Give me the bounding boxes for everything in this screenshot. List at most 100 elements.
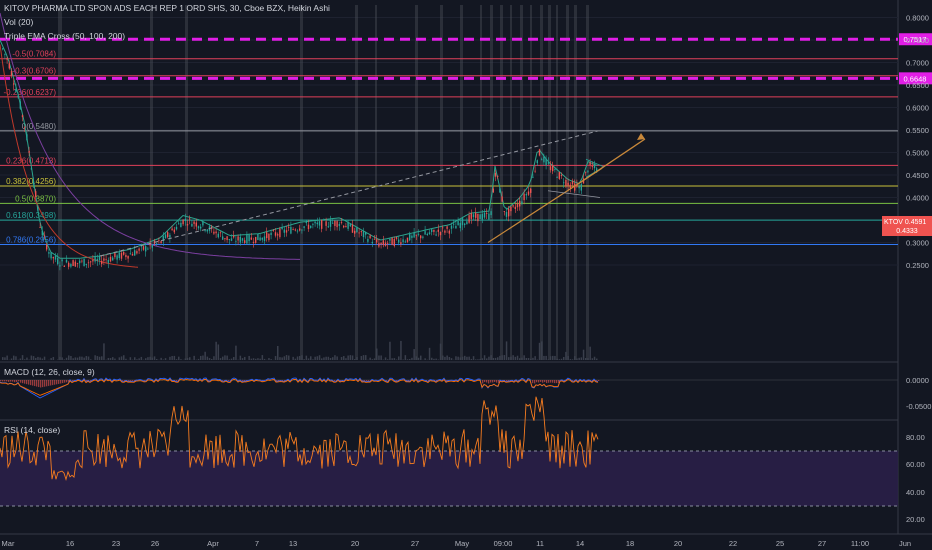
candle-body xyxy=(17,95,19,98)
candle-body xyxy=(92,259,94,262)
volume-bar xyxy=(435,358,437,360)
macd-histogram-bar xyxy=(134,380,136,381)
candle-body xyxy=(61,259,63,262)
macd-histogram-bar xyxy=(54,380,56,385)
volume-bar xyxy=(576,358,578,360)
volume-bar xyxy=(59,356,61,360)
candle-body xyxy=(301,229,303,231)
fib-level-label: 0(0.5480) xyxy=(22,122,57,131)
volume-bar xyxy=(197,358,200,360)
volume-bar xyxy=(305,355,308,360)
volume-bar xyxy=(334,355,336,360)
macd-signal-line xyxy=(0,378,599,396)
time-axis-label: Mar xyxy=(2,539,15,548)
macd-label[interactable]: MACD (12, 26, close, 9) xyxy=(4,367,95,377)
volume-bar xyxy=(21,355,24,360)
volume-bar xyxy=(587,358,589,360)
candle-body xyxy=(41,230,43,236)
candle-body xyxy=(63,265,65,267)
volume-bar xyxy=(277,345,279,360)
macd-histogram-bar xyxy=(486,380,488,383)
candle-body xyxy=(138,248,140,251)
volume-bar xyxy=(442,355,444,360)
candle-body xyxy=(65,259,68,263)
volume-bar xyxy=(499,355,501,360)
macd-histogram-bar xyxy=(554,380,556,384)
rsi-axis-tick: 20.00 xyxy=(906,515,925,524)
candle-body xyxy=(560,175,563,177)
projection-arrow-head xyxy=(637,133,645,140)
volume-bar xyxy=(384,357,387,360)
candle-body xyxy=(76,262,79,264)
volume-bar xyxy=(241,358,244,360)
macd-histogram-bar xyxy=(544,380,546,383)
macd-histogram-bar xyxy=(386,380,388,381)
volume-bar xyxy=(591,358,594,360)
candle-body xyxy=(30,168,32,170)
rsi-line xyxy=(0,396,599,482)
volume-bar xyxy=(283,356,286,360)
candle-body xyxy=(422,236,424,238)
session-band xyxy=(520,5,523,360)
volume-bar xyxy=(369,357,371,360)
session-band xyxy=(510,5,512,360)
macd-histogram-bar xyxy=(18,380,20,382)
candle-body xyxy=(470,213,472,219)
time-axis-label: 20 xyxy=(351,539,359,548)
macd-histogram-bar xyxy=(222,380,224,381)
volume-bar xyxy=(120,356,123,360)
candle-body xyxy=(255,236,257,243)
volume-bar xyxy=(446,355,448,360)
volume-bar xyxy=(534,356,536,360)
volume-bar xyxy=(112,357,114,360)
macd-histogram-bar xyxy=(502,380,504,381)
symbol-title[interactable]: KITOV PHARMA LTD SPON ADS EACH REP 1 ORD… xyxy=(4,3,330,13)
rsi-label[interactable]: RSI (14, close) xyxy=(4,425,61,435)
volume-bar xyxy=(303,359,305,360)
volume-bar xyxy=(222,356,224,360)
volume-bar xyxy=(134,357,136,360)
volume-bar xyxy=(514,356,517,360)
candle-body xyxy=(358,232,360,234)
macd-histogram-bar xyxy=(224,380,226,381)
volume-bar xyxy=(171,355,173,360)
volume-bar xyxy=(525,357,528,360)
volume-bar xyxy=(129,357,132,360)
candle-body xyxy=(426,233,428,236)
candle-body xyxy=(424,231,426,235)
volume-indicator-label[interactable]: Vol (20) xyxy=(4,17,34,27)
volume-bar xyxy=(169,356,171,360)
candle-body xyxy=(158,240,160,242)
ema-indicator-label[interactable]: Triple EMA Cross (50, 100, 200) xyxy=(4,31,126,41)
macd-histogram-bar xyxy=(56,380,58,385)
macd-histogram-bar xyxy=(44,380,46,387)
volume-bar xyxy=(527,358,530,360)
candle-body xyxy=(545,158,547,166)
session-band xyxy=(566,5,569,360)
candle-body xyxy=(571,181,574,185)
macd-histogram-bar xyxy=(26,380,28,385)
volume-bar xyxy=(250,358,253,360)
volume-bar xyxy=(274,356,277,360)
volume-bar xyxy=(24,359,26,360)
candle-body xyxy=(530,188,532,193)
candle-body xyxy=(239,236,241,243)
volume-bar xyxy=(32,356,35,360)
macd-histogram-bar xyxy=(0,380,2,382)
volume-bar xyxy=(109,358,112,360)
candle-body xyxy=(182,219,184,225)
candle-body xyxy=(285,230,288,233)
session-band xyxy=(586,5,589,360)
time-axis-label: 11 xyxy=(536,539,544,548)
candle-body xyxy=(4,53,6,55)
rsi-band xyxy=(0,451,898,506)
time-axis-label: Jun xyxy=(899,539,911,548)
macd-histogram-bar xyxy=(548,380,550,383)
volume-bar xyxy=(19,358,22,360)
volume-bar xyxy=(552,355,554,360)
time-axis-label: 7 xyxy=(255,539,259,548)
volume-bar xyxy=(299,355,301,360)
time-axis-label: May xyxy=(455,539,469,548)
